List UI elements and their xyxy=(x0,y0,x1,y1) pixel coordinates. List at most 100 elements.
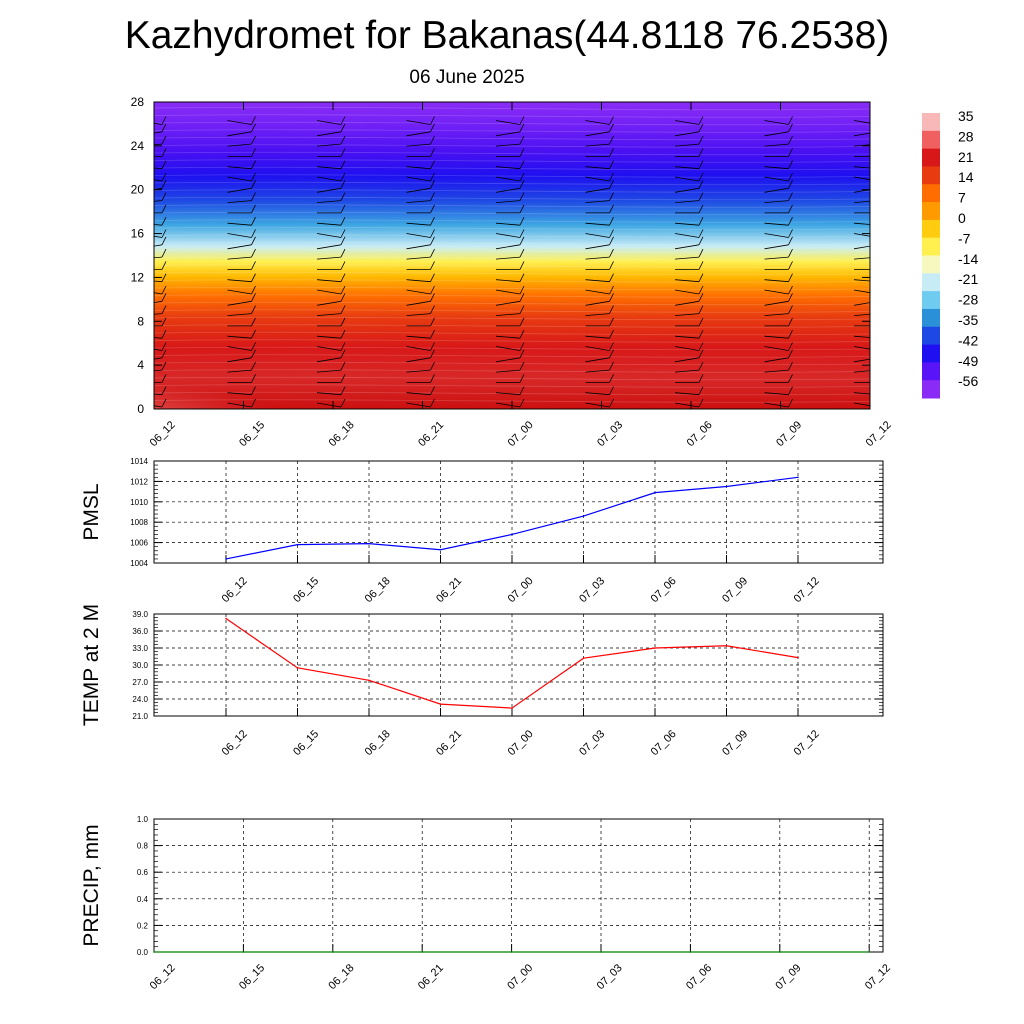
wind-barb xyxy=(674,346,700,351)
colorbar-swatch xyxy=(922,113,940,132)
wind-barb-flag xyxy=(878,193,882,201)
x-tick-label: 07_12 xyxy=(864,419,894,449)
colorbar-label: -14 xyxy=(958,251,978,267)
wind-barb-flag xyxy=(430,172,435,182)
wind-barb xyxy=(406,392,431,396)
wind-barb xyxy=(764,120,789,125)
wind-barb-flag xyxy=(519,192,525,201)
wind-barb-flag xyxy=(251,386,256,395)
wind-barb-flag xyxy=(519,293,525,302)
wind-barb-flag xyxy=(161,386,167,395)
wind-barb-flag xyxy=(878,136,882,144)
y-axis-label: TEMP at 2 M xyxy=(80,604,103,726)
wind-barb xyxy=(154,300,163,304)
wind-barb-flag xyxy=(609,172,614,182)
wind-barb-flag xyxy=(251,229,256,238)
series-point xyxy=(600,951,602,953)
wind-barb-flag xyxy=(878,350,882,358)
wind-barb-flag xyxy=(161,361,167,371)
wind-barb-flag xyxy=(788,285,793,295)
wind-barb xyxy=(154,369,163,372)
wind-barb xyxy=(227,300,252,306)
wind-barb-flag xyxy=(251,374,256,383)
series-point xyxy=(225,617,227,620)
wind-barb xyxy=(764,369,789,373)
wind-barb-flag xyxy=(609,180,614,189)
wind-barb-flag xyxy=(251,135,256,145)
contour-line xyxy=(154,391,870,396)
wind-barb xyxy=(154,348,163,351)
series-point xyxy=(725,644,728,647)
x-tick-label: 07_03 xyxy=(577,575,607,605)
colorbar-label: 35 xyxy=(958,108,974,124)
wind-barb xyxy=(585,233,610,238)
x-tick-label: 07_06 xyxy=(649,575,679,605)
wind-barb xyxy=(316,279,342,283)
wind-barb-flag xyxy=(519,160,525,169)
wind-barb-flag xyxy=(788,273,793,282)
series-point xyxy=(797,476,799,479)
wind-barb-flag xyxy=(430,293,435,302)
wind-barb-flag xyxy=(519,172,525,182)
colorbar-swatch xyxy=(922,166,940,185)
y-tick-label: 0.2 xyxy=(137,921,149,930)
wind-barb xyxy=(495,289,521,295)
wind-barb xyxy=(764,244,789,250)
wind-barb-flag xyxy=(430,192,435,201)
precip-plot: 0.0 0.2 0.4 0.6 0.8 1.0 06_12 06_15 06_18 06_21 07… xyxy=(80,815,893,992)
wind-barb-flag xyxy=(698,172,704,182)
wind-barb xyxy=(154,405,163,408)
colorbar-swatch xyxy=(922,130,940,150)
x-tick-label: 07_09 xyxy=(773,962,803,992)
series-point xyxy=(296,543,299,546)
wind-barb xyxy=(585,131,610,137)
y-tick-label: 21.0 xyxy=(132,712,148,721)
x-tick-label: 06_12 xyxy=(220,575,250,605)
wind-barb-flag xyxy=(430,342,435,351)
wind-barb xyxy=(853,144,870,147)
wind-barb xyxy=(406,233,431,238)
wind-barb xyxy=(674,233,700,238)
y-tick-label: 8 xyxy=(137,314,144,328)
wind-barb-flag xyxy=(788,305,793,314)
wind-barb-flag xyxy=(340,160,346,169)
wind-barb-flag xyxy=(340,349,346,358)
contour-line xyxy=(154,264,870,268)
wind-barb-flag xyxy=(878,249,882,257)
wind-barb xyxy=(316,289,342,295)
wind-barb-flag xyxy=(430,285,435,295)
wind-barb xyxy=(853,370,870,373)
wind-barb xyxy=(406,357,431,363)
wind-barb-flag xyxy=(609,160,614,169)
wind-barb-flag xyxy=(698,293,704,302)
contour-line xyxy=(154,279,870,283)
series-point xyxy=(439,703,442,705)
wind-barb-flag xyxy=(430,160,435,169)
wind-barb-flag xyxy=(161,285,167,295)
wind-barb xyxy=(853,335,870,338)
pmsl-plot: 1004 1006 1008 1010 1012 1014 06_12 06_15 06_18 0… xyxy=(80,457,884,605)
wind-barb xyxy=(406,369,431,373)
contour-line xyxy=(154,316,870,321)
wind-barb xyxy=(316,166,342,170)
contour-line xyxy=(154,354,870,358)
y-tick-label: 30.0 xyxy=(132,661,148,670)
y-tick-label: 28 xyxy=(131,95,145,109)
wind-barb-flag xyxy=(878,230,882,238)
colorbar-label: 21 xyxy=(958,149,974,165)
wind-barb-flag xyxy=(430,180,435,189)
wind-barb xyxy=(154,235,163,238)
wind-barb xyxy=(585,176,610,182)
wind-barb-flag xyxy=(878,161,882,169)
wind-barb-flag xyxy=(251,273,256,282)
wind-barb xyxy=(227,120,252,125)
wind-barb-flag xyxy=(609,349,614,358)
wind-barb-flag xyxy=(609,398,614,408)
wind-barb xyxy=(853,402,870,407)
colorbar-label: 14 xyxy=(958,169,974,185)
wind-barb xyxy=(674,392,700,396)
wind-barb xyxy=(316,233,342,238)
wind-barb xyxy=(764,289,789,295)
wind-barb-flag xyxy=(698,123,704,132)
wind-barb-flag xyxy=(519,317,525,327)
